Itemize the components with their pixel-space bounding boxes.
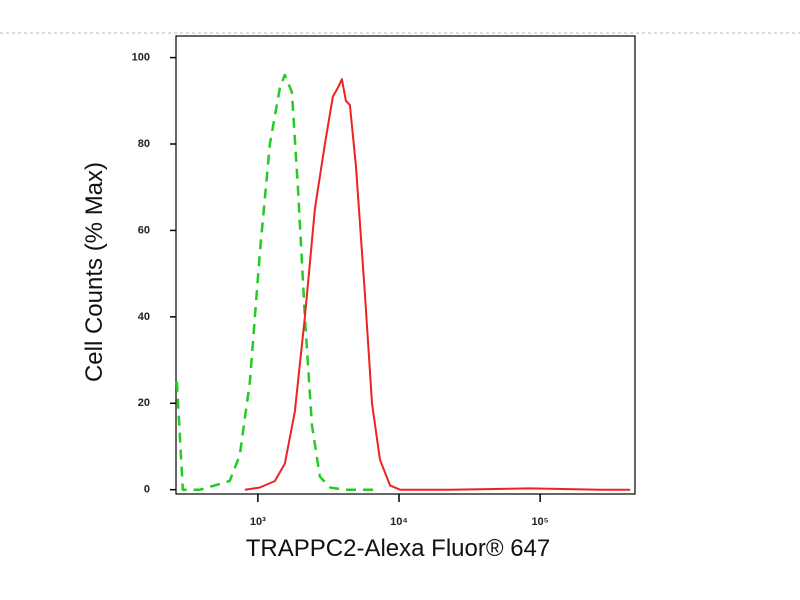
plot-frame	[175, 35, 636, 495]
histogram-line	[244, 78, 631, 491]
x-tick-label: 10³	[250, 516, 266, 528]
y-tick-label: 20	[138, 397, 150, 409]
y-axis-label: Cell Counts (% Max)	[81, 162, 108, 382]
x-axis-label: TRAPPC2-Alexa Fluor® 647	[246, 535, 550, 562]
histogram-line	[175, 73, 380, 491]
y-tick-label: 80	[138, 138, 150, 150]
y-tick-label: 60	[138, 224, 150, 236]
x-tick-label: 10⁵	[531, 516, 548, 528]
y-tick-label: 40	[138, 311, 150, 323]
y-tick-label: 100	[132, 52, 150, 64]
y-tick-label: 0	[144, 484, 150, 496]
x-tick-label: 10⁴	[390, 516, 408, 528]
